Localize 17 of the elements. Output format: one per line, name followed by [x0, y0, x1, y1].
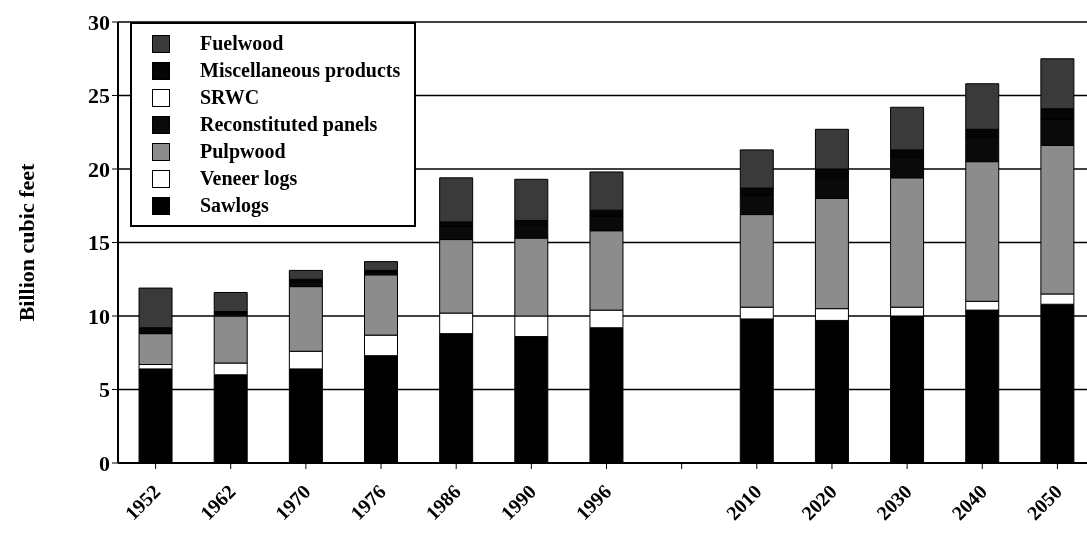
legend-label: Sawlogs [200, 193, 269, 219]
x-tick-label: 1990 [496, 480, 541, 525]
legend-label: Reconstituted panels [200, 112, 378, 138]
legend-label: Pulpwood [200, 139, 286, 165]
y-tick-label: 0 [99, 450, 110, 476]
legend-label: Veneer logs [200, 166, 298, 192]
legend-label: Miscellaneous products [200, 58, 401, 84]
legend-label: SRWC [200, 85, 260, 110]
y-axis-title: Billion cubic feet [13, 163, 39, 322]
y-tick-label: 10 [88, 303, 110, 329]
y-tick-label: 25 [88, 83, 110, 109]
y-tick-label: 30 [88, 9, 110, 35]
y-tick-label: 15 [88, 230, 110, 256]
legend-label: Fuelwood [200, 31, 284, 56]
y-tick-label: 5 [99, 377, 110, 403]
y-tick-label: 20 [88, 156, 110, 182]
x-tick-label: 1970 [270, 480, 315, 525]
